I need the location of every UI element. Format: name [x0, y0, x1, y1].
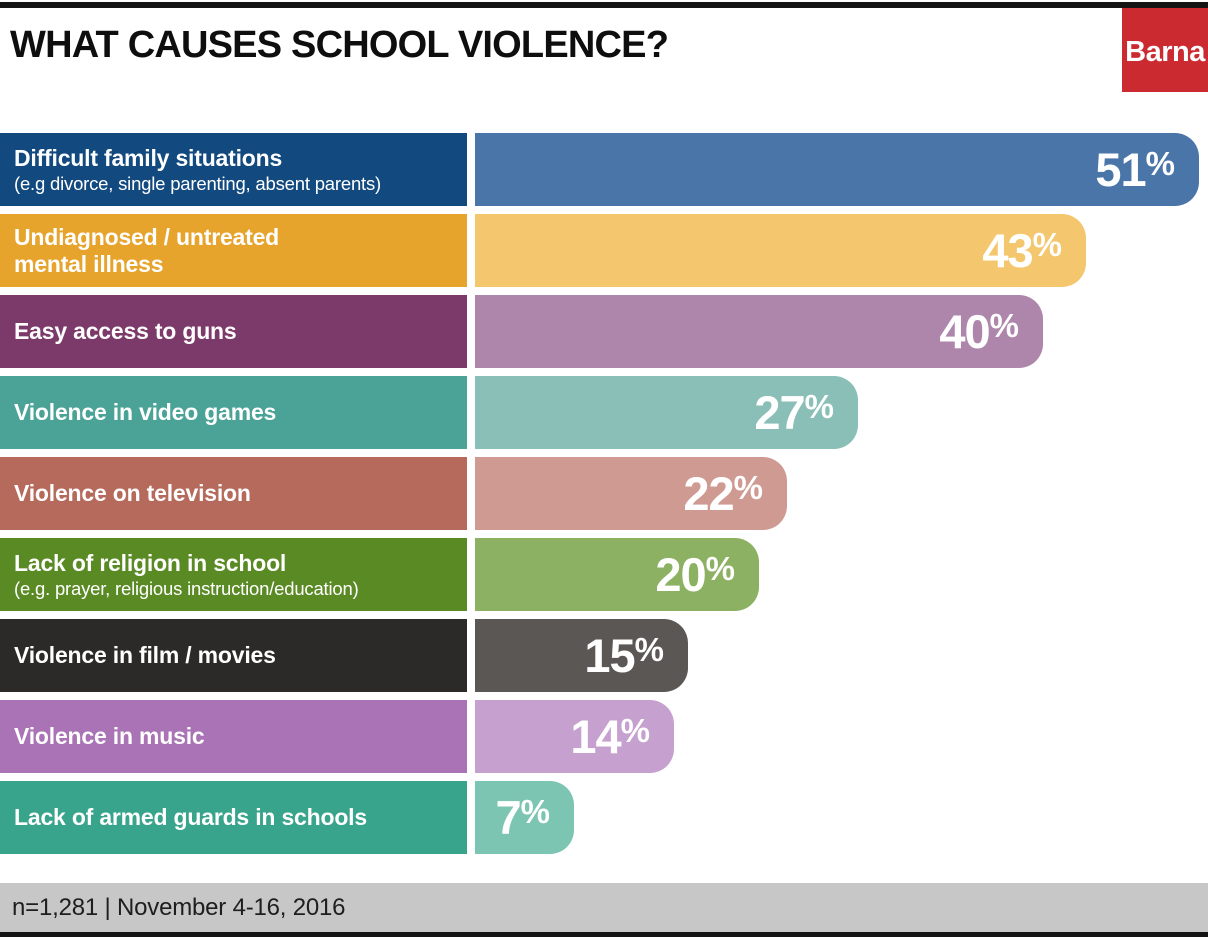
value-bar: 43 % [475, 214, 1086, 287]
percent-sign: % [1145, 145, 1175, 182]
barna-logo: Barna [1122, 8, 1208, 92]
chart-row: Violence in music 14 % [0, 700, 1208, 773]
bar-value: 27 [754, 385, 805, 439]
barna-logo-text: Barna [1125, 35, 1205, 68]
value-bar: 27 % [475, 376, 858, 449]
category-label-box: Violence in film / movies [0, 619, 467, 692]
category-label-box: Lack of religion in school (e.g. prayer,… [0, 538, 467, 611]
chart-row: Violence in film / movies 15 % [0, 619, 1208, 692]
percent-sign: % [1032, 226, 1062, 263]
category-label: Difficult family situations [14, 144, 283, 171]
category-label: Lack of religion in school [14, 549, 287, 576]
category-label: Undiagnosed / untreated mental illness [14, 223, 280, 277]
value-bar: 14 % [475, 700, 674, 773]
value-bar: 40 % [475, 295, 1043, 368]
page-title: WHAT CAUSES SCHOOL VIOLENCE? [10, 24, 669, 66]
chart-row: Violence on television 22 % [0, 457, 1208, 530]
category-sublabel: (e.g divorce, single parenting, absent p… [14, 172, 381, 194]
top-border-rule [0, 2, 1208, 8]
chart-row: Lack of religion in school (e.g. prayer,… [0, 538, 1208, 611]
bar-value: 14 [570, 709, 621, 763]
bar-value: 15 [584, 628, 635, 682]
value-bar: 15 % [475, 619, 688, 692]
category-label: Violence in video games [14, 399, 277, 425]
percent-sign: % [804, 388, 834, 425]
category-label: Lack of armed guards in schools [14, 804, 367, 830]
percent-sign: % [634, 631, 664, 668]
value-bar: 51 % [475, 133, 1199, 206]
category-label: Violence in music [14, 723, 205, 749]
percent-sign: % [705, 550, 735, 587]
category-label-box: Lack of armed guards in schools [0, 781, 467, 854]
chart-row: Difficult family situations (e.g divorce… [0, 133, 1208, 206]
percent-sign: % [989, 307, 1019, 344]
bar-value: 20 [655, 547, 706, 601]
percent-sign: % [620, 712, 650, 749]
sample-size-and-date: n=1,281 | November 4-16, 2016 [12, 894, 346, 921]
chart-row: Violence in video games 27 % [0, 376, 1208, 449]
bottom-border-rule [0, 932, 1208, 937]
category-label-box: Violence on television [0, 457, 467, 530]
bar-value: 22 [683, 466, 734, 520]
chart-row: Lack of armed guards in schools 7 % [0, 781, 1208, 854]
percent-sign: % [733, 469, 763, 506]
category-sublabel: (e.g. prayer, religious instruction/educ… [14, 577, 359, 599]
category-label-box: Violence in video games [0, 376, 467, 449]
bar-chart: Difficult family situations (e.g divorce… [0, 133, 1208, 862]
chart-row: Undiagnosed / untreated mental illness 4… [0, 214, 1208, 287]
category-label: Easy access to guns [14, 318, 237, 344]
bar-value: 40 [939, 304, 990, 358]
bar-value: 43 [982, 223, 1033, 277]
value-bar: 20 % [475, 538, 759, 611]
value-bar: 7 % [475, 781, 574, 854]
percent-sign: % [520, 793, 550, 830]
category-label: Violence in film / movies [14, 642, 276, 668]
category-label-box: Undiagnosed / untreated mental illness [0, 214, 467, 287]
category-label-box: Violence in music [0, 700, 467, 773]
source-footer: n=1,281 | November 4-16, 2016 [0, 883, 1208, 933]
category-label-box: Difficult family situations (e.g divorce… [0, 133, 467, 206]
category-label: Violence on television [14, 480, 251, 506]
category-label-box: Easy access to guns [0, 295, 467, 368]
bar-value: 7 [495, 790, 522, 844]
chart-row: Easy access to guns 40 % [0, 295, 1208, 368]
value-bar: 22 % [475, 457, 787, 530]
bar-value: 51 [1095, 142, 1146, 196]
